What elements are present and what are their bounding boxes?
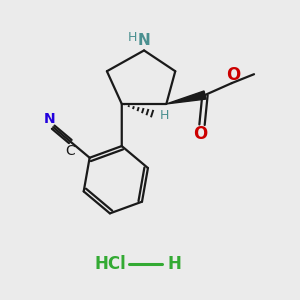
- Text: HCl: HCl: [94, 255, 126, 273]
- Text: O: O: [194, 125, 208, 143]
- Text: C: C: [65, 144, 75, 158]
- Text: H: H: [128, 32, 137, 44]
- Text: N: N: [138, 33, 150, 48]
- Text: H: H: [168, 255, 182, 273]
- Polygon shape: [166, 91, 206, 104]
- Text: N: N: [44, 112, 56, 126]
- Text: O: O: [226, 66, 240, 84]
- Text: H: H: [160, 109, 170, 122]
